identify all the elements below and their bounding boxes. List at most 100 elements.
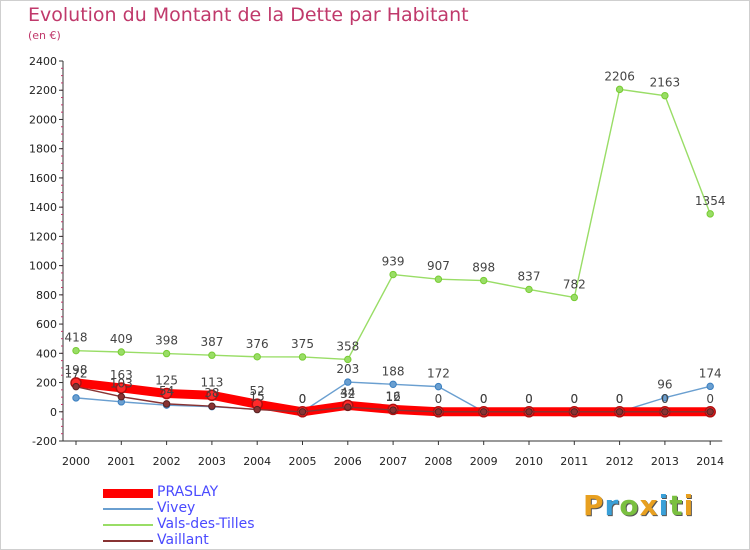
x-tick-label: 2008: [424, 455, 452, 468]
legend-item-praslay: PRASLAY: [103, 484, 363, 501]
data-label-vals-des-tilles: 409: [110, 332, 133, 346]
x-tick-label: 2010: [515, 455, 543, 468]
y-tick-label: 1000: [29, 260, 57, 273]
point-vivey: [72, 394, 80, 402]
point-vals-des-tilles: [615, 85, 624, 94]
y-tick-label: 2000: [29, 113, 57, 126]
logo-letter: x: [639, 489, 659, 522]
x-tick-label: 2007: [379, 455, 407, 468]
point-vaillant: [525, 408, 533, 416]
x-tick-label: 2012: [606, 455, 634, 468]
y-tick-label: 1600: [29, 172, 57, 185]
y-tick-label: 1800: [29, 143, 57, 156]
data-label-praslay: 198: [65, 363, 88, 377]
proxiti-logo: Proxiti: [583, 489, 694, 522]
x-tick-label: 2009: [470, 455, 498, 468]
legend-label: PRASLAY: [157, 484, 219, 500]
logo-letter: r: [604, 489, 620, 522]
data-label-praslay: 0: [299, 392, 307, 406]
x-tick-label: 2011: [560, 455, 588, 468]
data-label-vals-des-tilles: 939: [382, 255, 405, 269]
point-vivey: [434, 382, 443, 391]
y-tick-label: 1400: [29, 201, 57, 214]
point-vaillant: [253, 405, 261, 414]
legend-swatch: [103, 508, 153, 510]
data-label-praslay: 0: [525, 392, 533, 406]
point-vals-des-tilles: [72, 346, 80, 355]
point-vaillant: [298, 408, 307, 416]
data-label-praslay: 0: [616, 392, 624, 406]
data-label-vivey: 203: [336, 362, 359, 376]
data-label-vivey: 96: [657, 378, 672, 392]
point-vals-des-tilles: [706, 210, 714, 218]
legend-swatch: [103, 540, 153, 542]
legend-label: Vals-des-Tilles: [157, 516, 255, 532]
logo-letter: t: [669, 489, 684, 522]
point-vaillant: [389, 406, 397, 414]
point-vals-des-tilles: [389, 270, 397, 279]
legend-swatch: [103, 488, 153, 498]
data-label-vaillant: 15: [250, 390, 265, 404]
x-tick-label: 2002: [153, 455, 181, 468]
point-vivey: [344, 378, 352, 386]
data-label-vals-des-tilles: 782: [563, 277, 586, 291]
data-label-vals-des-tilles: 387: [200, 335, 223, 349]
x-tick-label: 2014: [696, 455, 724, 468]
data-labels: 418 409 398 387 376 375 358 939 907 898 837 782 2206…: [65, 69, 726, 405]
point-vaillant: [706, 408, 714, 416]
series-layer: [70, 85, 716, 418]
legend-item-vivey: Vivey: [103, 500, 363, 517]
point-vals-des-tilles: [570, 293, 578, 302]
data-label-vaillant: 38: [204, 386, 219, 400]
point-vals-des-tilles: [117, 348, 126, 356]
data-label-vivey: 172: [427, 367, 450, 381]
data-label-vals-des-tilles: 418: [65, 331, 88, 345]
point-vaillant: [208, 402, 216, 410]
point-vals-des-tilles: [298, 353, 307, 361]
data-label-praslay: 0: [570, 392, 578, 406]
y-tick-label: 2400: [29, 55, 57, 68]
data-label-praslay: 0: [706, 392, 714, 406]
data-label-vals-des-tilles: 375: [291, 337, 314, 351]
data-label-praslay: 52: [250, 384, 265, 398]
data-label-vals-des-tilles: 898: [472, 261, 495, 275]
y-tick-label: 600: [36, 318, 57, 331]
logo-letter: i: [683, 489, 695, 522]
data-label-vals-des-tilles: 358: [336, 339, 359, 353]
data-label-vivey: 0: [525, 392, 533, 406]
data-label-vaillant: 54: [159, 384, 174, 398]
y-tick-label: 200: [36, 377, 57, 390]
point-praslay: [160, 387, 173, 400]
data-label-praslay: 113: [200, 375, 223, 389]
data-label-vivey: 0: [570, 392, 578, 406]
data-label-vivey: 174: [699, 366, 722, 380]
data-label-vaillant: 172: [65, 367, 88, 381]
data-label-praslay: 163: [110, 368, 133, 382]
x-tick-label: 2003: [198, 455, 226, 468]
y-tick-label: 400: [36, 347, 57, 360]
data-label-vals-des-tilles: 907: [427, 259, 450, 273]
data-label-praslay: 125: [155, 374, 178, 388]
data-label-vivey: 0: [480, 392, 488, 406]
point-vals-des-tilles: [434, 275, 443, 283]
axes: -200020040060080010001200140016001800200…: [29, 55, 724, 468]
logo-letter: o: [619, 489, 640, 522]
data-label-vivey: 0: [299, 392, 307, 406]
data-label-vals-des-tilles: 837: [518, 269, 541, 283]
point-vaillant: [162, 400, 171, 408]
data-label-praslay: 0: [661, 392, 669, 406]
point-vals-des-tilles: [525, 285, 533, 294]
point-vaillant: [344, 403, 352, 411]
series-line-vals-des-tilles: [75, 88, 711, 361]
point-vaillant: [615, 408, 624, 416]
point-vals-des-tilles: [162, 349, 171, 358]
chart-title: Evolution du Montant de la Dette par Hab…: [28, 4, 469, 26]
point-vals-des-tilles: [208, 351, 216, 359]
x-tick-label: 2005: [289, 455, 317, 468]
point-vivey: [706, 382, 714, 391]
data-label-vals-des-tilles: 2206: [604, 69, 635, 83]
point-vaillant: [434, 408, 443, 416]
data-label-praslay: 16: [385, 389, 400, 403]
x-tick-label: 2001: [107, 455, 135, 468]
